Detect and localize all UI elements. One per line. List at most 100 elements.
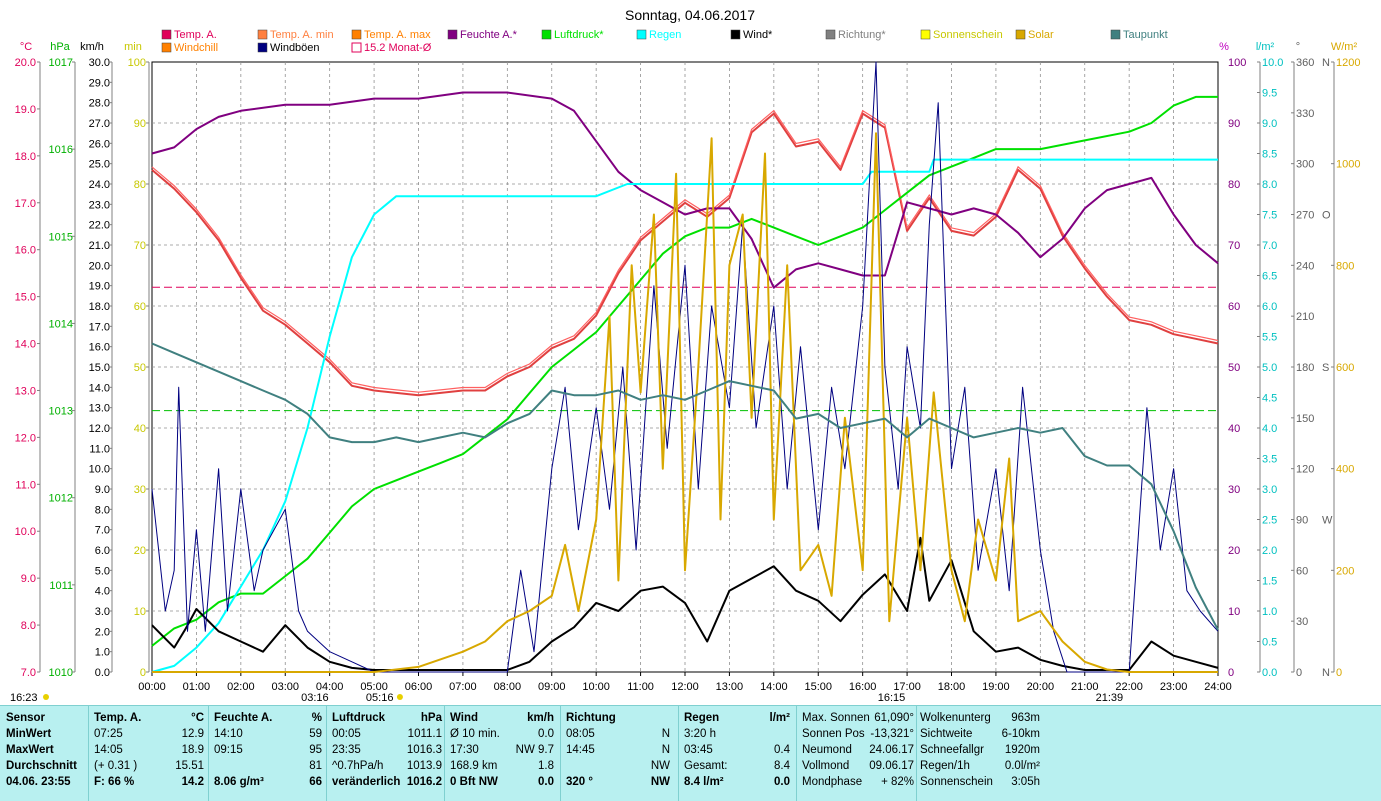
series-line	[151, 158, 1218, 673]
column-header: Feuchte A.%	[214, 710, 322, 726]
info-label: Vollmond	[802, 760, 850, 772]
legend-label: Temp. A. min	[270, 29, 334, 41]
tick-label-percent: 10	[1228, 606, 1240, 618]
info-value: 6-10km	[1001, 728, 1040, 740]
stat-time: 14:45	[566, 744, 595, 756]
tick-label-percent: 40	[1228, 423, 1240, 435]
column-header-label: Feuchte A.	[214, 712, 273, 724]
tick-label-min: 50	[134, 362, 146, 374]
astro-column: Max. Sonnen 61,090° Sonnen Pos -13,321° Neum…	[802, 710, 914, 790]
tick-label-percent: 20	[1228, 545, 1240, 557]
tick-label-lm2: 3.0	[1262, 484, 1277, 496]
x-tick-label: 03:00	[271, 681, 299, 693]
x-tick-label: 24:00	[1204, 681, 1232, 693]
stat-value: 1.8	[538, 760, 554, 772]
column-header: Regen l/m²	[684, 710, 790, 726]
tick-label-hpa: 1010	[49, 667, 73, 679]
legend-swatch	[257, 42, 268, 53]
info-row: Vollmond 09.06.17	[802, 758, 914, 774]
tick-label-kmh: 29.0	[89, 77, 110, 89]
stat-value: 1016.2	[406, 776, 442, 788]
column-header-unit: km/h	[527, 712, 554, 724]
stat-value: NW	[650, 760, 670, 772]
stat-time: Gesamt:	[684, 760, 728, 772]
tick-label-temp_c: 11.0	[15, 479, 36, 491]
stat-value: N	[661, 744, 670, 756]
tick-label-kmh: 1.0	[95, 647, 110, 659]
tick-label-temp_c: 7.0	[21, 667, 36, 679]
legend-label: Sonnenschein	[933, 29, 1003, 41]
tick-label-kmh: 13.0	[89, 403, 110, 415]
stat-time: veränderlich	[332, 776, 401, 788]
tick-label-lm2: 8.5	[1262, 149, 1277, 161]
stat-time: F: 66 %	[94, 776, 135, 788]
moonrise-label: 03:16	[301, 692, 329, 704]
tick-label-lm2: 2.5	[1262, 515, 1277, 527]
tick-label-kmh: 18.0	[89, 301, 110, 313]
tick-label-deg: 60	[1296, 565, 1308, 577]
stat-value: N	[661, 728, 670, 740]
column-header: Richtung	[566, 710, 670, 726]
tick-label-kmh: 8.0	[95, 504, 110, 516]
series-group	[151, 61, 1219, 673]
x-tick-label: 11:00	[627, 681, 654, 693]
info-row: Sonnen Pos -13,321°	[802, 726, 914, 742]
stat-time: 0 Bft NW	[450, 776, 498, 788]
stat-value: 1011.1	[407, 728, 442, 740]
tick-label-deg: 180	[1296, 362, 1314, 374]
stat-time: Ø 10 min.	[450, 728, 500, 740]
direction-label: N	[1322, 57, 1330, 69]
tick-label-kmh: 11.0	[89, 443, 110, 455]
axis-unit-min: min	[124, 41, 142, 53]
axis-unit-lm2: l/m²	[1256, 41, 1275, 53]
x-tick-label: 16:00	[849, 681, 877, 693]
stat-time: 08:05	[566, 728, 595, 740]
tick-label-temp_c: 18.0	[15, 151, 36, 163]
humidity-column: Feuchte A.% 14:10 59 09:15 95 81 8.06 g/m³ 66	[214, 710, 322, 790]
tick-label-wm2: 0	[1336, 667, 1342, 679]
tick-label-hpa: 1016	[49, 144, 73, 156]
x-tick-label: 08:00	[494, 681, 522, 693]
x-tick-label: 18:00	[938, 681, 966, 693]
legend-label: Solar	[1028, 29, 1054, 41]
stat-row: 17:30 NW 9.7	[450, 742, 554, 758]
stat-time: 3:20 h	[684, 728, 716, 740]
tick-label-deg: 270	[1296, 210, 1314, 222]
legend-swatch	[1015, 29, 1026, 40]
stat-value: 1013.9	[406, 760, 442, 772]
x-tick-label: 13:00	[716, 681, 744, 693]
info-value: 963m	[1011, 712, 1040, 724]
tick-label-hpa: 1011	[49, 580, 73, 592]
tick-label-kmh: 30.0	[89, 57, 110, 69]
info-row: Sonnenschein 3:05h	[920, 774, 1040, 790]
legend-label: Richtung*	[838, 29, 886, 41]
x-tick-label: 15:00	[804, 681, 832, 693]
stat-row: F: 66 % 14.2	[94, 774, 204, 790]
series-line	[151, 91, 1219, 289]
tick-label-wm2: 200	[1336, 565, 1354, 577]
column-header: Wind km/h	[450, 710, 554, 726]
tick-label-kmh: 3.0	[95, 606, 110, 618]
tick-label-kmh: 5.0	[95, 565, 110, 577]
stat-time: 168.9 km	[450, 760, 498, 772]
info-label: Sonnenschein	[920, 776, 993, 788]
tick-label-percent: 0	[1228, 667, 1234, 679]
info-row: Neumond 24.06.17	[802, 742, 914, 758]
stat-row: 168.9 km 1.8	[450, 758, 554, 774]
info-label: Neumond	[802, 744, 852, 756]
x-tick-label: 20:00	[1027, 681, 1055, 693]
stat-value: 0.0	[538, 728, 554, 740]
legend-swatch	[257, 29, 268, 40]
x-tick-label: 06:00	[405, 681, 433, 693]
tick-label-kmh: 24.0	[89, 179, 110, 191]
tick-label-hpa: 1017	[49, 57, 73, 69]
stat-row: (+ 0.31 ) 15.51	[94, 758, 204, 774]
direction-label: N	[1322, 667, 1330, 679]
wind-column: Wind km/h Ø 10 min. 0.0 17:30 NW 9.7 168.9 km 1…	[450, 710, 554, 790]
info-label: Schneefallgr	[920, 744, 984, 756]
tick-label-percent: 50	[1228, 362, 1240, 374]
axis-unit-deg: °	[1296, 41, 1300, 53]
series-line	[151, 95, 1218, 647]
x-tick-label: 09:00	[538, 681, 566, 693]
stat-row: 23:35 1016.3	[332, 742, 442, 758]
